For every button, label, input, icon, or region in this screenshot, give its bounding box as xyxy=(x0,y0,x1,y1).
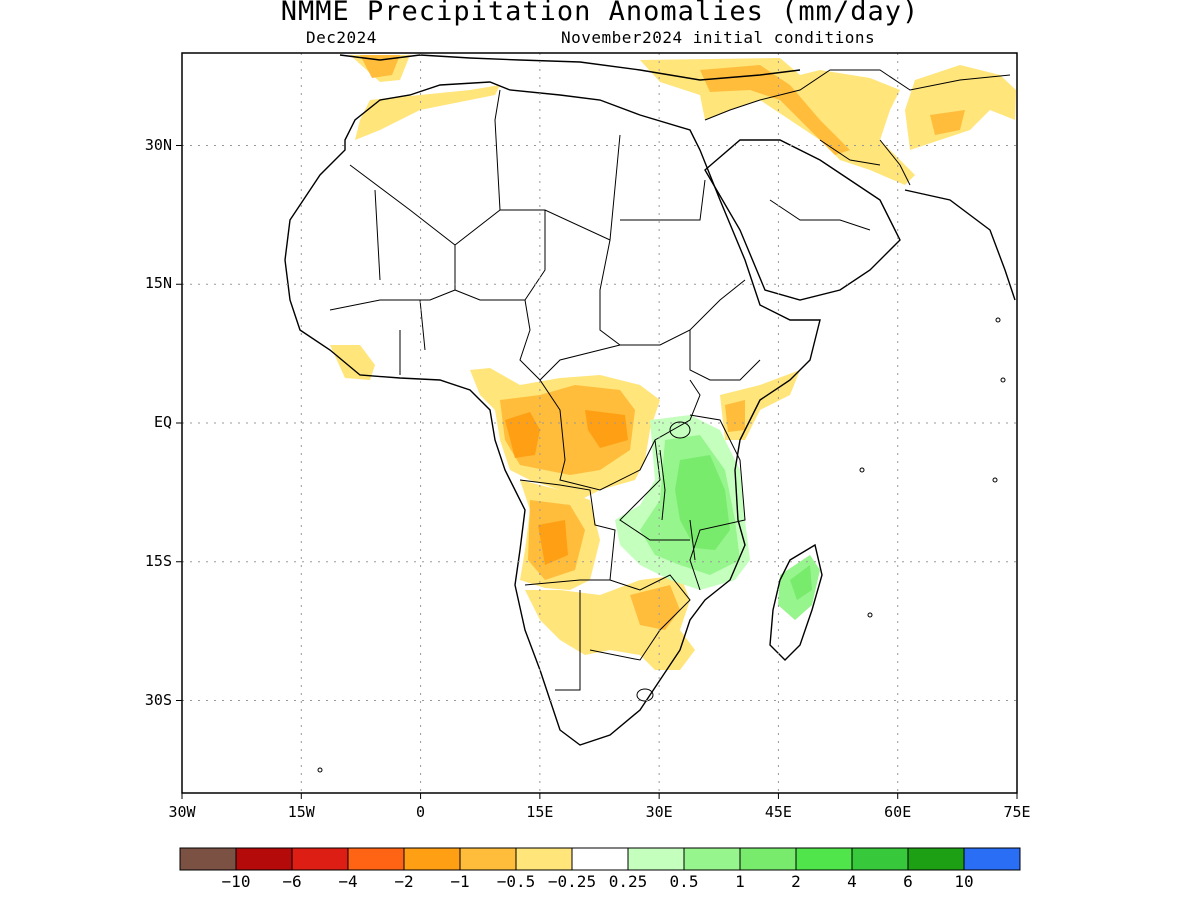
lat-tick-label: 30N xyxy=(144,135,172,154)
colorbar-label: 4 xyxy=(847,872,857,891)
colorbar-swatch xyxy=(291,847,349,871)
anomaly-dry-congo-core xyxy=(505,410,628,458)
lat-tick-label: 15S xyxy=(144,551,172,570)
colorbar-label: −6 xyxy=(282,872,302,891)
lon-tick-label: 15W xyxy=(287,803,315,821)
anomaly-dry-horn-core xyxy=(725,400,745,432)
anomaly-dry-middle-east-core xyxy=(700,65,850,155)
colorbar-label: 0.25 xyxy=(608,872,648,891)
colorbar-label: −0.5 xyxy=(496,872,536,891)
colorbar-label: 1 xyxy=(735,872,745,891)
axis-ticks xyxy=(176,145,1018,799)
lat-tick-label: 30S xyxy=(144,690,172,709)
colorbar-swatch xyxy=(963,847,1021,871)
anomaly-wet-madagascar-core xyxy=(790,565,812,600)
colorbar-label: −0.25 xyxy=(547,872,597,891)
madagascar-coastline xyxy=(769,543,823,661)
anomaly-dry-morocco-core xyxy=(360,55,400,78)
lon-tick-label: 0 xyxy=(416,803,426,821)
lon-tick-label: 60E xyxy=(884,803,912,821)
colorbar-swatch xyxy=(459,847,517,871)
anomaly-shading xyxy=(330,55,1016,670)
anomaly-dry-angola-center xyxy=(538,520,568,565)
anomaly-dry-west-africa xyxy=(330,345,375,380)
target-month: Dec2024 xyxy=(306,28,377,47)
anomaly-dry-central-asia xyxy=(905,65,1016,150)
colorbar-swatch xyxy=(795,847,853,871)
lakes-islands xyxy=(317,317,1006,773)
colorbar-label: −4 xyxy=(338,872,358,891)
colorbar-swatch xyxy=(235,847,293,871)
colorbar-swatch xyxy=(683,847,741,871)
colorbar-label: −1 xyxy=(450,872,470,891)
colorbar-swatch xyxy=(851,847,909,871)
asia-coast xyxy=(904,189,1016,301)
anomaly-dry-central-asia-core xyxy=(930,110,965,135)
colorbar xyxy=(179,847,1021,871)
colorbar-swatch xyxy=(347,847,405,871)
colorbar-label: −10 xyxy=(221,872,251,891)
colorbar-label: 0.5 xyxy=(669,872,699,891)
lon-tick-label: 45E xyxy=(764,803,792,821)
gridlines xyxy=(182,53,1017,793)
lon-tick-label: 75E xyxy=(1003,803,1031,821)
lat-tick-label: 15N xyxy=(144,274,172,293)
colorbar-label: −2 xyxy=(394,872,414,891)
colorbar-swatch xyxy=(179,847,237,871)
anomaly-dry-zimbabwe-core xyxy=(630,585,680,630)
lat-tick-label: EQ xyxy=(153,413,172,431)
colorbar-swatch xyxy=(627,847,685,871)
map-title: NMME Precipitation Anomalies (mm/day) xyxy=(280,0,920,27)
colorbar-label: 10 xyxy=(954,872,974,891)
anomaly-dry-middle-east xyxy=(640,58,915,185)
colorbar-swatch xyxy=(515,847,573,871)
mediterranean-north xyxy=(339,54,801,81)
lon-tick-label: 30E xyxy=(645,803,673,821)
colorbar-label: 2 xyxy=(791,872,801,891)
lon-tick-label: 15E xyxy=(526,803,554,821)
colorbar-swatch xyxy=(571,847,629,871)
colorbar-swatch xyxy=(907,847,965,871)
colorbar-label: 6 xyxy=(903,872,913,891)
country-borders xyxy=(329,69,1011,691)
coastlines xyxy=(284,54,1016,746)
colorbar-swatch xyxy=(739,847,797,871)
colorbar-swatch xyxy=(403,847,461,871)
initial-conditions: November2024 initial conditions xyxy=(561,28,876,47)
arabia-coastline xyxy=(704,139,901,301)
lon-tick-label: 30W xyxy=(168,803,196,821)
africa-coastline xyxy=(284,81,821,746)
anomaly-dry-north-africa xyxy=(350,55,500,140)
